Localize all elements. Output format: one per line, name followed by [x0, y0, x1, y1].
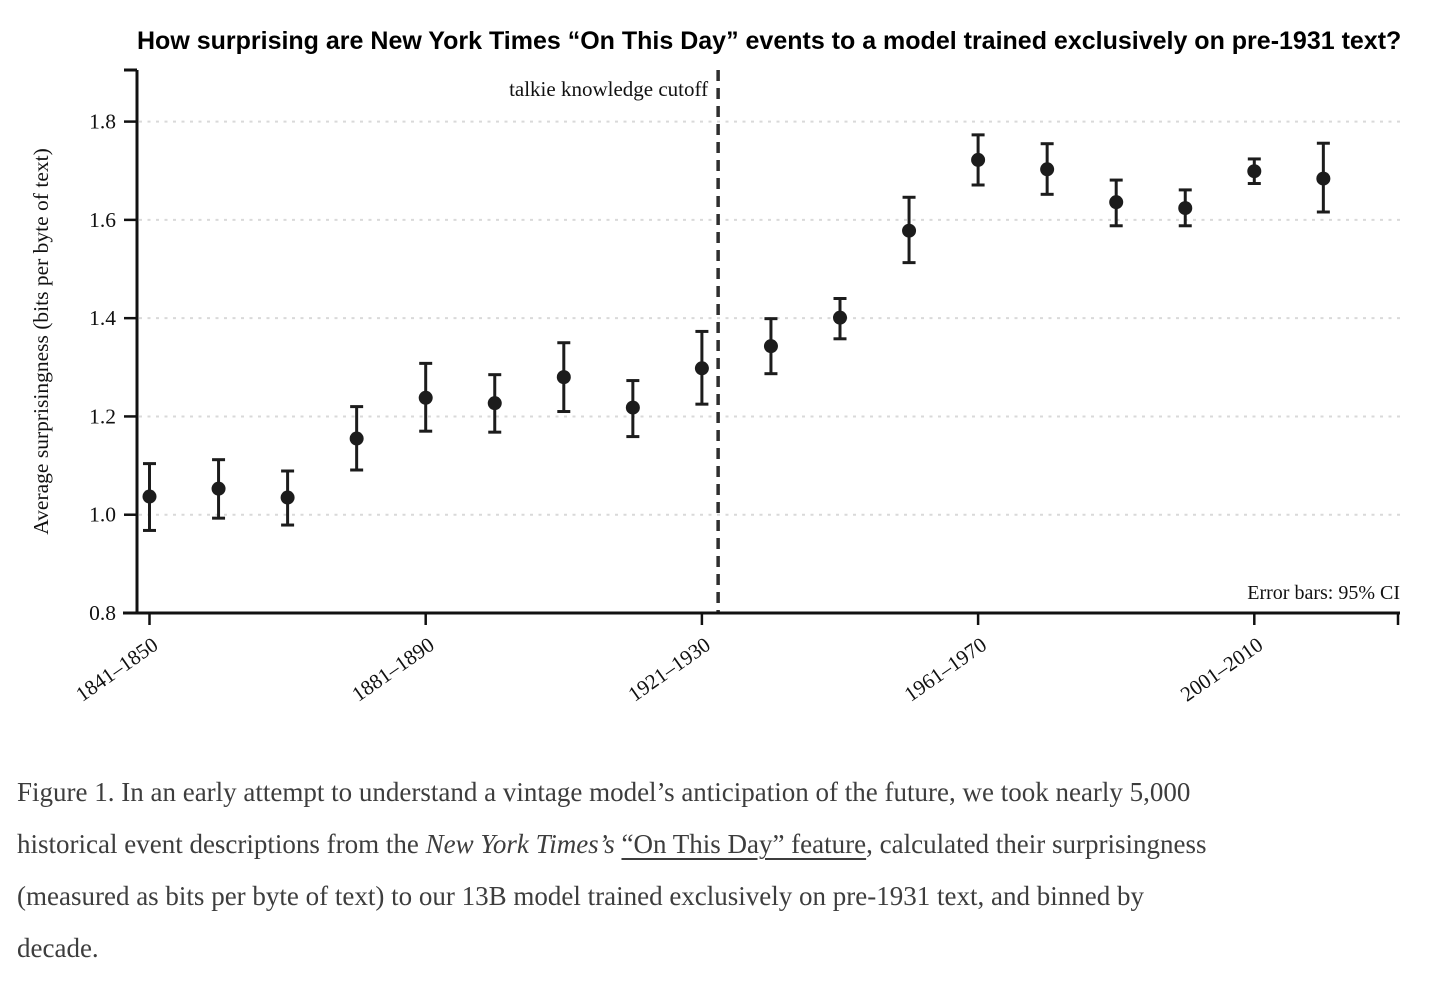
- caption-text: (measured as bits per byte of text) to o…: [17, 881, 1144, 911]
- data-point: [833, 310, 847, 325]
- y-tick-label: 0.8: [89, 601, 116, 625]
- data-point: [1316, 171, 1331, 186]
- y-axis-label-text: Average surprisingness (bits per byte of…: [28, 148, 53, 535]
- data-point: [556, 370, 571, 385]
- figure-caption: Figure 1. In an early attempt to underst…: [17, 766, 1442, 974]
- data-point: [902, 223, 917, 238]
- x-tick-label: 1921–1930: [624, 632, 715, 706]
- ci-note: Error bars: 95% CI: [1247, 582, 1400, 604]
- data-point: [1040, 162, 1055, 177]
- caption-line-2: historical event descriptions from the N…: [17, 818, 1442, 870]
- data-point: [1109, 195, 1124, 210]
- x-tick-label: 1881–1890: [347, 632, 438, 706]
- x-tick-label: 1961–1970: [900, 632, 991, 706]
- y-tick-label: 1.0: [89, 503, 116, 527]
- data-point: [280, 490, 295, 505]
- y-tick-label: 1.6: [89, 208, 116, 232]
- data-point: [1247, 164, 1262, 179]
- data-point: [142, 489, 157, 504]
- y-axis-label: Average surprisingness (bits per byte of…: [18, 70, 64, 613]
- data-point: [625, 400, 640, 415]
- y-tick-label: 1.2: [89, 404, 116, 428]
- on-this-day-feature-link[interactable]: “On This Day” feature: [621, 829, 867, 859]
- data-point: [349, 431, 364, 446]
- data-point: [694, 361, 709, 376]
- y-tick-label: 1.8: [89, 110, 116, 134]
- caption-italic-text: New York Times’s: [425, 829, 622, 859]
- caption-text: historical event descriptions from the: [17, 829, 426, 859]
- caption-line-3: (measured as bits per byte of text) to o…: [17, 870, 1442, 922]
- data-point: [763, 339, 778, 354]
- cutoff-label: talkie knowledge cutoff: [509, 77, 708, 101]
- x-tick-label: 1841–1850: [71, 632, 162, 706]
- caption-text: decade.: [17, 933, 99, 963]
- chart-canvas: talkie knowledge cutoff 0.8 1.0 1.2 1.4 1.6 1.…: [71, 68, 1400, 706]
- data-point: [1178, 201, 1193, 216]
- y-tick-label: 1.4: [89, 306, 116, 330]
- data-point: [418, 390, 433, 405]
- caption-text: Figure 1. In an early attempt to underst…: [17, 777, 1191, 807]
- caption-line-4: decade.: [17, 922, 1442, 974]
- caption-text: , calculated their surprisingness: [866, 829, 1207, 859]
- x-tick-label: 2001–2010: [1176, 632, 1267, 706]
- data-point: [487, 396, 502, 411]
- data-point: [971, 152, 986, 167]
- chart-title: How surprising are New York Times “On Th…: [137, 27, 1402, 55]
- caption-line-1: Figure 1. In an early attempt to underst…: [17, 766, 1442, 818]
- data-point: [211, 481, 226, 496]
